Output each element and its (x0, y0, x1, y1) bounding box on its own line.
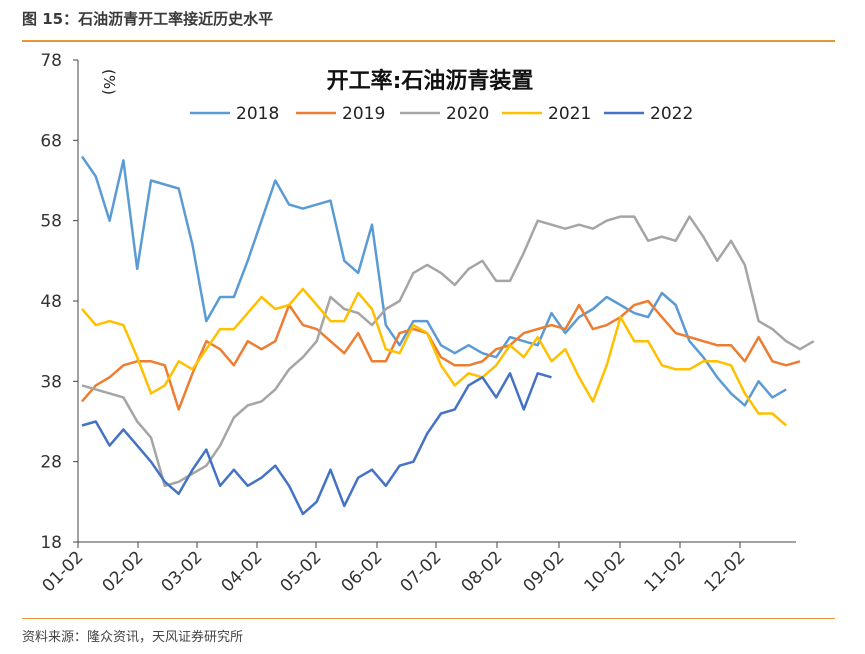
x-tick-label: 03-02 (157, 547, 206, 596)
legend-label-2022: 2022 (650, 104, 693, 124)
bottom-divider (22, 618, 835, 619)
y-tick-label: 68 (40, 131, 62, 151)
x-tick-label: 07-02 (396, 547, 445, 596)
x-tick-label: 06-02 (337, 547, 386, 596)
series-line-2018 (80, 155, 787, 407)
series-line-2020 (81, 215, 815, 488)
series-line-2019 (81, 299, 801, 411)
x-tick-label: 01-02 (38, 547, 87, 596)
x-tick-label: 08-02 (457, 547, 506, 596)
y-tick-label: 48 (40, 292, 62, 312)
legend-label-2018: 2018 (236, 104, 279, 124)
chart-title: 开工率:石油沥青装置 (327, 68, 534, 94)
x-tick-label: 04-02 (217, 547, 266, 596)
top-divider (22, 40, 835, 42)
x-tick-label: 11-02 (640, 547, 689, 596)
figure-title: 图 15：石油沥青开工率接近历史水平 (22, 10, 274, 28)
y-tick-label: 38 (40, 372, 62, 392)
x-tick-label: 10-02 (580, 547, 629, 596)
x-tick-label: 05-02 (276, 547, 325, 596)
legend-label-2019: 2019 (342, 104, 385, 124)
chart-legend: 2018 2019 2020 2021 2022 (190, 104, 693, 124)
y-tick-label: 18 (40, 533, 62, 553)
y-unit-label: (%) (100, 69, 118, 95)
y-tick-label: 28 (40, 453, 62, 473)
series-line-2021 (81, 287, 788, 427)
chart-lines (80, 155, 815, 516)
series-line-2022 (81, 372, 552, 516)
legend-label-2021: 2021 (548, 104, 591, 124)
x-tick-label: 09-02 (519, 547, 568, 596)
x-tick-label: 12-02 (700, 547, 749, 596)
source-note: 资料来源：隆众资讯，天风证券研究所 (22, 630, 244, 645)
y-tick-label: 58 (40, 212, 62, 232)
legend-label-2020: 2020 (446, 104, 489, 124)
x-tick-label: 02-02 (98, 547, 147, 596)
y-tick-label: 78 (40, 51, 62, 71)
